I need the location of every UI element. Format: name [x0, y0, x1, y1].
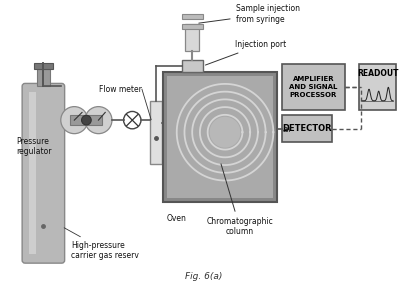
Bar — [182, 25, 203, 29]
Circle shape — [85, 107, 112, 134]
Text: Oven: Oven — [167, 214, 187, 223]
Circle shape — [124, 112, 141, 129]
Bar — [282, 64, 345, 110]
Text: AMPLIFIER
AND SIGNAL
PROCESSOR: AMPLIFIER AND SIGNAL PROCESSOR — [289, 76, 338, 98]
Text: Flow meter: Flow meter — [99, 85, 142, 94]
Circle shape — [209, 117, 240, 148]
Bar — [29, 92, 36, 254]
Text: Fig. 6(a): Fig. 6(a) — [185, 272, 222, 281]
Bar — [182, 14, 203, 19]
Bar — [37, 69, 50, 86]
Bar — [150, 101, 162, 164]
Text: Chromatographic
column: Chromatographic column — [206, 164, 273, 236]
Bar — [34, 63, 53, 69]
Bar — [282, 115, 332, 142]
Text: air: air — [283, 125, 293, 134]
Text: Sample injection
from syringe: Sample injection from syringe — [199, 4, 300, 24]
FancyBboxPatch shape — [22, 84, 65, 263]
Bar — [182, 60, 203, 72]
Circle shape — [81, 115, 91, 125]
Bar — [167, 76, 273, 198]
Bar — [360, 64, 396, 110]
Text: READOUT: READOUT — [357, 69, 398, 78]
Text: DETECTOR: DETECTOR — [282, 124, 332, 133]
Bar — [70, 115, 102, 125]
Text: Injection port: Injection port — [205, 40, 286, 65]
Bar — [185, 24, 199, 51]
Text: High-pressure
carrier gas reserv: High-pressure carrier gas reserv — [64, 228, 139, 260]
Text: Pressure
regulator: Pressure regulator — [16, 137, 52, 156]
Circle shape — [61, 107, 88, 134]
Bar — [163, 72, 277, 202]
